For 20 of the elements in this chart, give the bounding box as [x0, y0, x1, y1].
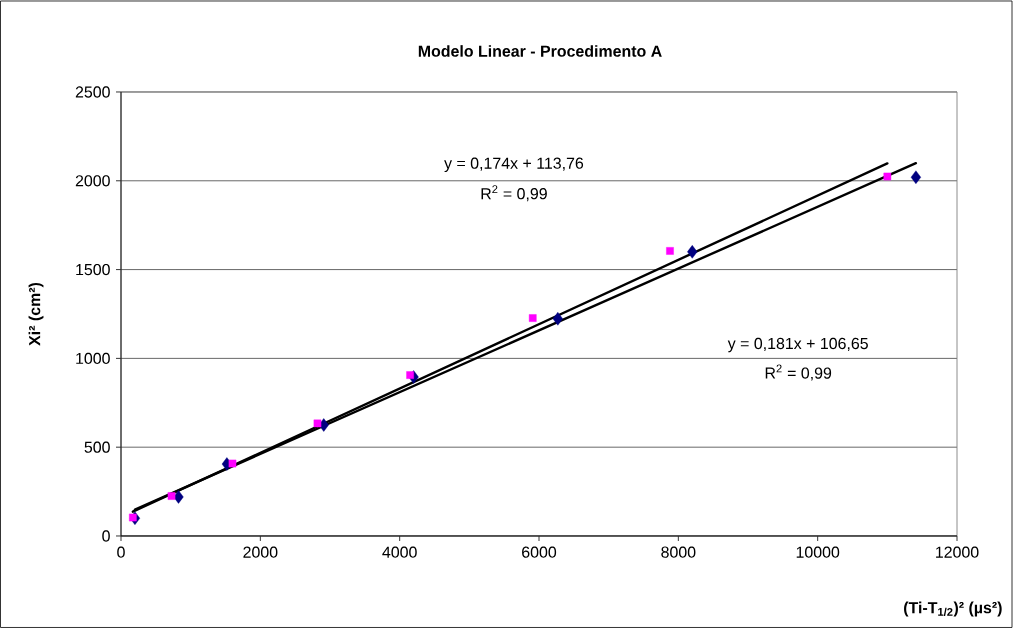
x-tick-label: 8000 [661, 546, 696, 558]
annotation: y = 0,174x + 113,76 [444, 157, 584, 173]
x-tick-label: 6000 [522, 546, 557, 558]
y-tick-label: 500 [84, 441, 110, 453]
x-tick-label: 0 [117, 546, 125, 558]
annotation: R$^{2}$ = 0,99 [765, 364, 832, 381]
chart-title: Modelo Linear - Procedimento A [418, 45, 662, 57]
x-tick-label: 4000 [382, 546, 417, 558]
x-tick-label: 10000 [796, 546, 840, 558]
x-tick-label: 12000 [936, 546, 979, 558]
y-tick-label: 1000 [76, 352, 110, 365]
y-tick-label: 2000 [75, 175, 110, 187]
y-tick-label: 1500 [76, 263, 110, 276]
annotation: R$^{2}$ = 0,99 [481, 185, 547, 202]
x-axis-title: (Ti-T$_{1/2}$)² (µs²) [904, 601, 1002, 617]
y-axis-title: Xi² (cm²) [28, 282, 44, 346]
y-tick-label: 0 [102, 530, 110, 542]
annotation: y = 0,181x + 106,65 [727, 337, 868, 353]
y-tick-label: 2500 [75, 86, 110, 98]
x-tick-label: 2000 [243, 546, 278, 558]
